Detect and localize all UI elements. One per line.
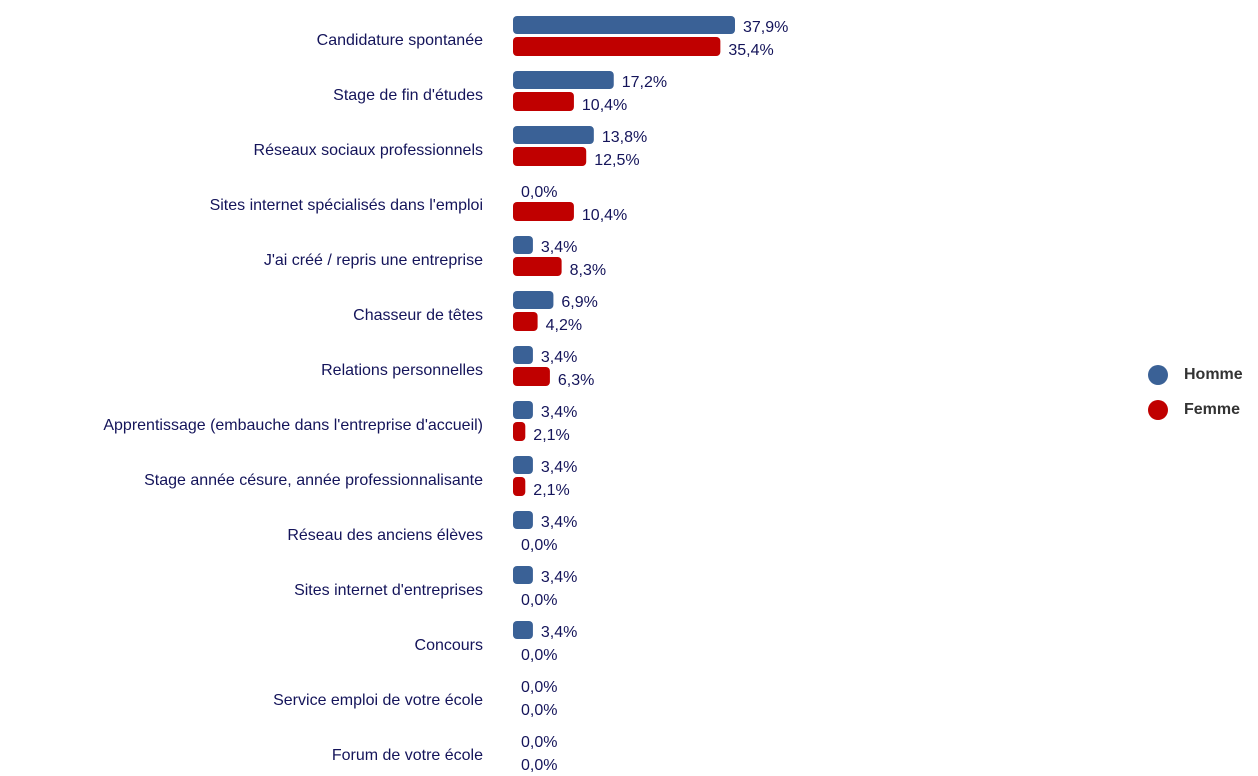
bar xyxy=(513,16,735,34)
legend-marker xyxy=(1148,400,1168,420)
legend-label: Homme xyxy=(1184,366,1243,383)
category-label: Réseau des anciens élèves xyxy=(287,527,483,544)
category-label: Sites internet spécialisés dans l'emploi xyxy=(210,197,483,214)
bar xyxy=(513,236,533,254)
category-label: Concours xyxy=(415,637,483,654)
value-label: 10,4% xyxy=(582,97,627,114)
bar xyxy=(513,71,614,89)
bar xyxy=(513,126,594,144)
value-label: 0,0% xyxy=(521,647,557,664)
value-label: 2,1% xyxy=(533,482,569,499)
category-label: Candidature spontanée xyxy=(317,32,483,49)
value-label: 0,0% xyxy=(521,537,557,554)
category-label: Forum de votre école xyxy=(332,747,483,764)
value-label: 0,0% xyxy=(521,184,557,201)
category-label: J'ai créé / repris une entreprise xyxy=(264,252,483,269)
bar xyxy=(513,566,533,584)
value-label: 35,4% xyxy=(728,42,773,59)
value-label: 3,4% xyxy=(541,404,577,421)
bar xyxy=(513,346,533,364)
value-label: 17,2% xyxy=(622,74,667,91)
category-label: Sites internet d'entreprises xyxy=(294,582,483,599)
value-label: 0,0% xyxy=(521,702,557,719)
category-label: Chasseur de têtes xyxy=(353,307,483,324)
value-label: 0,0% xyxy=(521,592,557,609)
value-label: 0,0% xyxy=(521,734,557,751)
bar xyxy=(513,621,533,639)
value-label: 6,3% xyxy=(558,372,594,389)
value-label: 37,9% xyxy=(743,19,788,36)
category-label: Relations personnelles xyxy=(321,362,483,379)
bar xyxy=(513,422,526,441)
value-label: 3,4% xyxy=(541,514,577,531)
bar xyxy=(513,92,574,111)
bar xyxy=(513,312,538,331)
category-label: Réseaux sociaux professionnels xyxy=(254,142,483,159)
value-label: 2,1% xyxy=(533,427,569,444)
value-label: 3,4% xyxy=(541,569,577,586)
category-label: Stage de fin d'études xyxy=(333,87,483,104)
category-label: Stage année césure, année professionnali… xyxy=(144,472,483,489)
value-label: 12,5% xyxy=(594,152,639,169)
bar xyxy=(513,367,550,386)
bar xyxy=(513,291,554,309)
category-label: Service emploi de votre école xyxy=(273,692,483,709)
value-label: 3,4% xyxy=(541,459,577,476)
value-label: 4,2% xyxy=(546,317,582,334)
bar xyxy=(513,511,533,529)
value-label: 0,0% xyxy=(521,679,557,696)
legend-label: Femme xyxy=(1184,401,1240,418)
bar xyxy=(513,202,574,221)
value-label: 0,0% xyxy=(521,757,557,774)
bar xyxy=(513,37,721,56)
bar xyxy=(513,257,562,276)
bar xyxy=(513,456,533,474)
value-label: 3,4% xyxy=(541,349,577,366)
category-label: Apprentissage (embauche dans l'entrepris… xyxy=(103,417,483,434)
value-label: 10,4% xyxy=(582,207,627,224)
value-label: 6,9% xyxy=(561,294,597,311)
bar xyxy=(513,401,533,419)
value-label: 13,8% xyxy=(602,129,647,146)
value-label: 3,4% xyxy=(541,624,577,641)
value-label: 3,4% xyxy=(541,239,577,256)
bar xyxy=(513,147,587,166)
bar xyxy=(513,477,526,496)
legend-marker xyxy=(1148,365,1168,385)
value-label: 8,3% xyxy=(570,262,606,279)
